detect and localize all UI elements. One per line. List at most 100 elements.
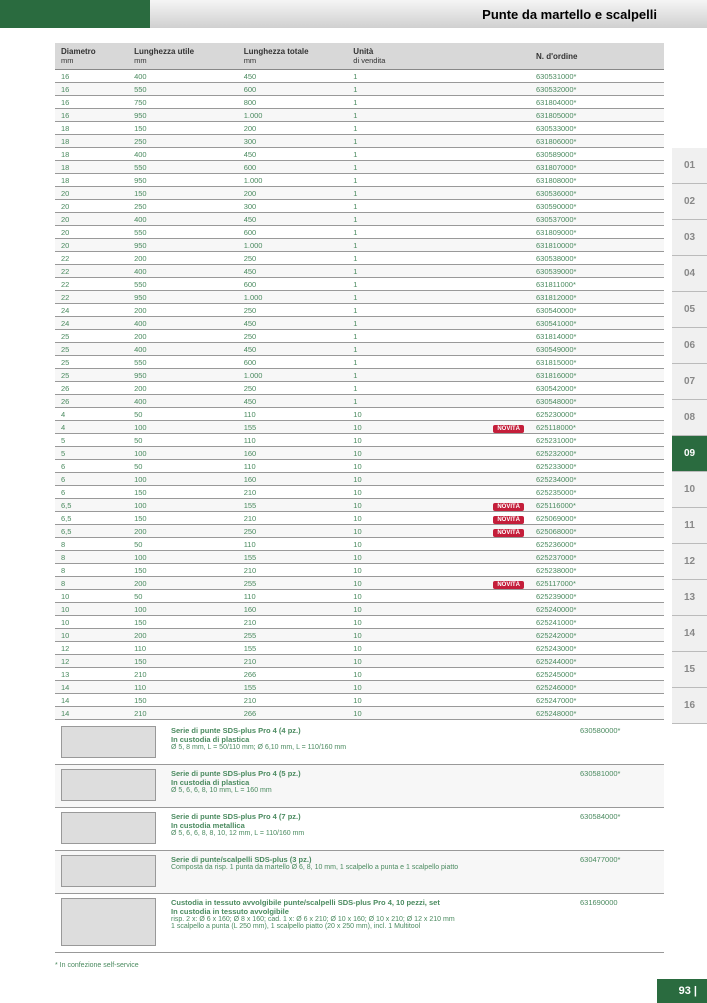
kit-row: Custodia in tessuto avvolgibile punte/sc… [55,894,664,953]
col-diameter: Diametromm [55,43,128,70]
table-row: 6,520025010NOVITÀ625068000* [55,525,664,538]
kit-image [61,812,156,844]
table-row: 264004501630548000* [55,395,664,408]
section-tab-09[interactable]: 09 [672,436,707,472]
table-row: 262002501630542000* [55,382,664,395]
table-row: 244004501630541000* [55,317,664,330]
table-row: 252002501631814000* [55,330,664,343]
table-row: 222002501630538000* [55,252,664,265]
kit-title: Custodia in tessuto avvolgibile punte/sc… [171,898,538,907]
page-number: 93 | [657,979,707,1003]
section-tab-11[interactable]: 11 [672,508,707,544]
col-unit: Unitàdi vendita [347,43,457,70]
table-row: 6,510015510NOVITÀ625116000* [55,499,664,512]
kit-subtitle: In custodia in tessuto avvolgibile [171,907,538,916]
kit-row: Serie di punte/scalpelli SDS-plus (3 pz.… [55,851,664,894]
kits-table: Serie di punte SDS-plus Pro 4 (4 pz.)In … [55,722,664,953]
table-row: 65011010625233000* [55,460,664,473]
section-tab-13[interactable]: 13 [672,580,707,616]
section-tab-08[interactable]: 08 [672,400,707,436]
table-row: 1411015510625246000* [55,681,664,694]
table-row: 1421026610625248000* [55,707,664,720]
header-accent [0,0,150,28]
table-row: 205506001631809000* [55,226,664,239]
kit-row: Serie di punte SDS-plus Pro 4 (4 pz.)In … [55,722,664,765]
table-row: 45011010625230000* [55,408,664,421]
section-tab-10[interactable]: 10 [672,472,707,508]
table-row: 615021010625235000* [55,486,664,499]
section-tab-16[interactable]: 16 [672,688,707,724]
table-row: 224004501630539000* [55,265,664,278]
table-row: 105011010625239000* [55,590,664,603]
section-tab-15[interactable]: 15 [672,652,707,688]
kit-image [61,726,156,758]
section-tab-04[interactable]: 04 [672,256,707,292]
table-row: 225506001631811000* [55,278,664,291]
kit-image [61,855,156,887]
table-row: 55011010625231000* [55,434,664,447]
table-row: 610016010625234000* [55,473,664,486]
kit-image [61,769,156,801]
kit-title: Serie di punte/scalpelli SDS-plus (3 pz.… [171,855,538,864]
table-row: 1010016010625240000* [55,603,664,616]
table-row: 1321026610625245000* [55,668,664,681]
table-row: 1020025510625242000* [55,629,664,642]
main-content: Diametromm Lunghezza utilemm Lunghezza t… [0,28,672,958]
table-row: 6,515021010NOVITÀ625069000* [55,512,664,525]
kit-subtitle: In custodia metallica [171,821,538,830]
col-order: N. d'ordine [530,43,664,70]
kit-row: Serie di punte SDS-plus Pro 4 (5 pz.)In … [55,765,664,808]
table-row: 204004501630537000* [55,213,664,226]
kit-desc: Ø 5, 6, 6, 8, 8, 10, 12 mm, L = 110/160 … [171,830,538,837]
section-tab-05[interactable]: 05 [672,292,707,328]
kit-image [61,898,156,946]
table-row: 259501.0001631816000* [55,369,664,382]
section-tab-03[interactable]: 03 [672,220,707,256]
novita-badge: NOVITÀ [493,503,524,511]
kit-desc: Composta da risp. 1 punta da martello Ø … [171,864,538,871]
table-row: 189501.0001631808000* [55,174,664,187]
table-row: 167508001631804000* [55,96,664,109]
kit-row: Serie di punte SDS-plus Pro 4 (7 pz.)In … [55,808,664,851]
col-usable-length: Lunghezza utilemm [128,43,238,70]
table-row: 165506001630532000* [55,83,664,96]
kit-title: Serie di punte SDS-plus Pro 4 (5 pz.) [171,769,538,778]
kit-title: Serie di punte SDS-plus Pro 4 (4 pz.) [171,726,538,735]
table-row: 209501.0001631810000* [55,239,664,252]
table-row: 810015510625237000* [55,551,664,564]
table-row: 255506001631815000* [55,356,664,369]
table-row: 820025510NOVITÀ625117000* [55,577,664,590]
section-tab-12[interactable]: 12 [672,544,707,580]
table-row: 242002501630540000* [55,304,664,317]
kit-desc: risp. 2 x: Ø 6 x 160; Ø 8 x 160; cad. 1 … [171,916,538,930]
header-main: Punte da martello e scalpelli [150,0,707,28]
product-table: Diametromm Lunghezza utilemm Lunghezza t… [55,43,664,720]
section-tab-01[interactable]: 01 [672,148,707,184]
section-tab-02[interactable]: 02 [672,184,707,220]
table-row: 229501.0001631812000* [55,291,664,304]
section-tab-06[interactable]: 06 [672,328,707,364]
kit-desc: Ø 5, 8 mm, L = 50/110 mm; Ø 6,10 mm, L =… [171,744,538,751]
table-row: 202503001630590000* [55,200,664,213]
table-row: 254004501630549000* [55,343,664,356]
table-row: 815021010625238000* [55,564,664,577]
novita-badge: NOVITÀ [493,529,524,537]
col-total-length: Lunghezza totalemm [238,43,348,70]
table-row: 1015021010625241000* [55,616,664,629]
novita-badge: NOVITÀ [493,581,524,589]
table-row: 1215021010625244000* [55,655,664,668]
header-bar: Punte da martello e scalpelli [0,0,707,28]
table-row: 164004501630531000* [55,70,664,83]
page-footer: 93 | [0,979,707,1003]
table-row: 201502001630536000* [55,187,664,200]
table-row: 85011010625236000* [55,538,664,551]
section-tab-14[interactable]: 14 [672,616,707,652]
footnote: * In confezione self-service [0,958,707,979]
kit-subtitle: In custodia di plastica [171,735,538,744]
table-row: 1415021010625247000* [55,694,664,707]
table-row: 182503001631806000* [55,135,664,148]
table-row: 185506001631807000* [55,161,664,174]
kit-desc: Ø 5, 6, 6, 8, 10 mm, L = 160 mm [171,787,538,794]
section-tab-07[interactable]: 07 [672,364,707,400]
page-title: Punte da martello e scalpelli [482,7,657,22]
